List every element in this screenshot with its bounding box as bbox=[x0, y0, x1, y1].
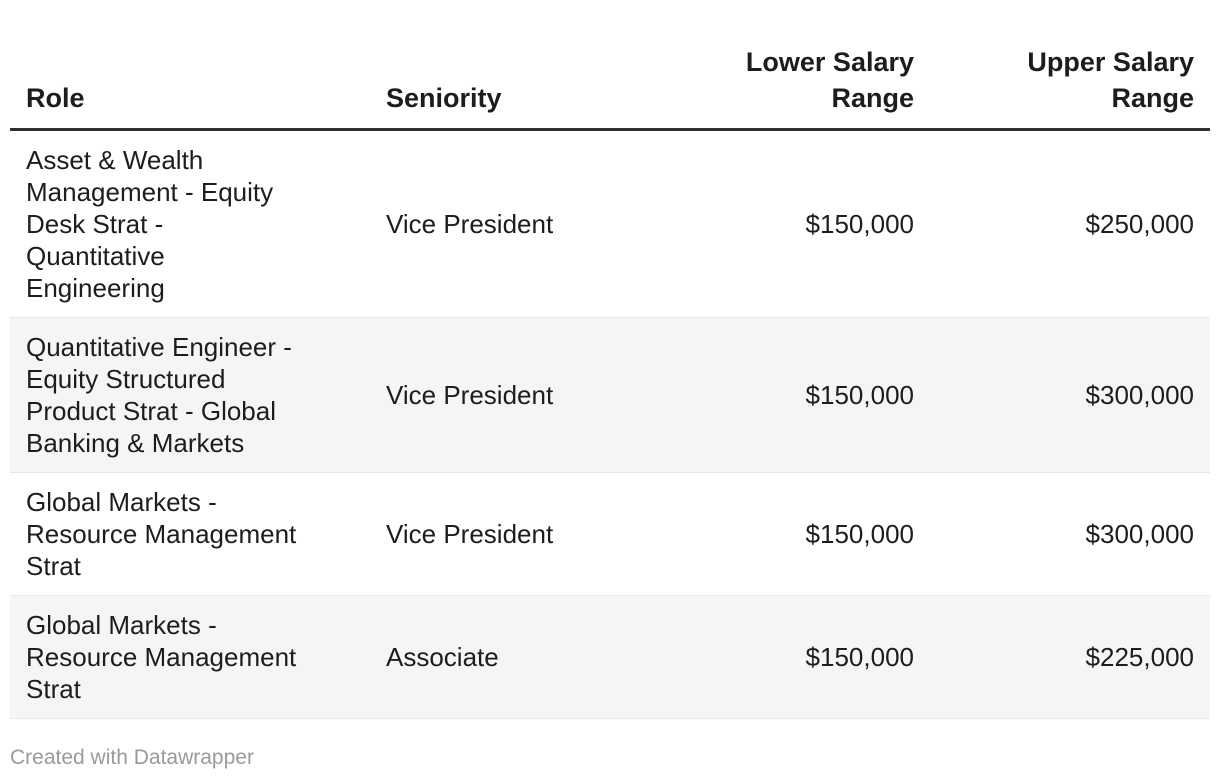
column-header-lower-salary-range: Lower Salary Range bbox=[620, 0, 930, 130]
cell-upper-salary: $300,000 bbox=[1085, 519, 1194, 549]
cell-lower-salary: $150,000 bbox=[805, 642, 914, 672]
cell-lower-salary: $150,000 bbox=[805, 519, 914, 549]
column-header-upper-salary-range: Upper Salary Range bbox=[930, 0, 1210, 130]
cell-upper-salary: $225,000 bbox=[1085, 642, 1194, 672]
cell-seniority: Vice President bbox=[386, 380, 554, 410]
cell-lower-salary: $150,000 bbox=[805, 209, 914, 239]
table-row: Asset & Wealth Management - Equity Desk … bbox=[10, 130, 1210, 318]
column-header-upper-salary-line1: Upper Salary bbox=[1027, 47, 1194, 77]
column-header-seniority: Seniority bbox=[386, 83, 502, 113]
cell-role: Global Markets - Resource Management Str… bbox=[26, 610, 297, 704]
credit-line: Created with Datawrapper bbox=[10, 746, 1210, 770]
salary-table: Role Seniority Lower Salary Range Upper … bbox=[10, 0, 1210, 719]
cell-upper-salary: $300,000 bbox=[1085, 380, 1194, 410]
cell-upper-salary: $250,000 bbox=[1085, 209, 1194, 239]
column-header-role: Role bbox=[26, 83, 85, 113]
column-header-lower-salary-line1: Lower Salary bbox=[745, 47, 914, 77]
column-header-lower-salary-line2: Range bbox=[831, 83, 914, 113]
cell-role: Quantitative Engineer - Equity Structure… bbox=[26, 332, 292, 458]
cell-seniority: Vice President bbox=[386, 519, 554, 549]
column-header-upper-salary-line2: Range bbox=[1111, 83, 1194, 113]
table-row: Global Markets - Resource Management Str… bbox=[10, 595, 1210, 719]
table-row: Global Markets - Resource Management Str… bbox=[10, 473, 1210, 596]
table-row: Quantitative Engineer - Equity Structure… bbox=[10, 317, 1210, 473]
cell-seniority: Associate bbox=[386, 642, 499, 672]
table-body: Asset & Wealth Management - Equity Desk … bbox=[10, 130, 1210, 719]
cell-seniority: Vice President bbox=[386, 209, 554, 239]
cell-lower-salary: $150,000 bbox=[805, 380, 914, 410]
table-header: Role Seniority Lower Salary Range Upper … bbox=[10, 0, 1210, 130]
cell-role: Global Markets - Resource Management Str… bbox=[26, 487, 297, 581]
cell-role: Asset & Wealth Management - Equity Desk … bbox=[26, 145, 274, 303]
header-row: Role Seniority Lower Salary Range Upper … bbox=[10, 0, 1210, 130]
datawrapper-credit-link[interactable]: Created with Datawrapper bbox=[10, 746, 254, 769]
